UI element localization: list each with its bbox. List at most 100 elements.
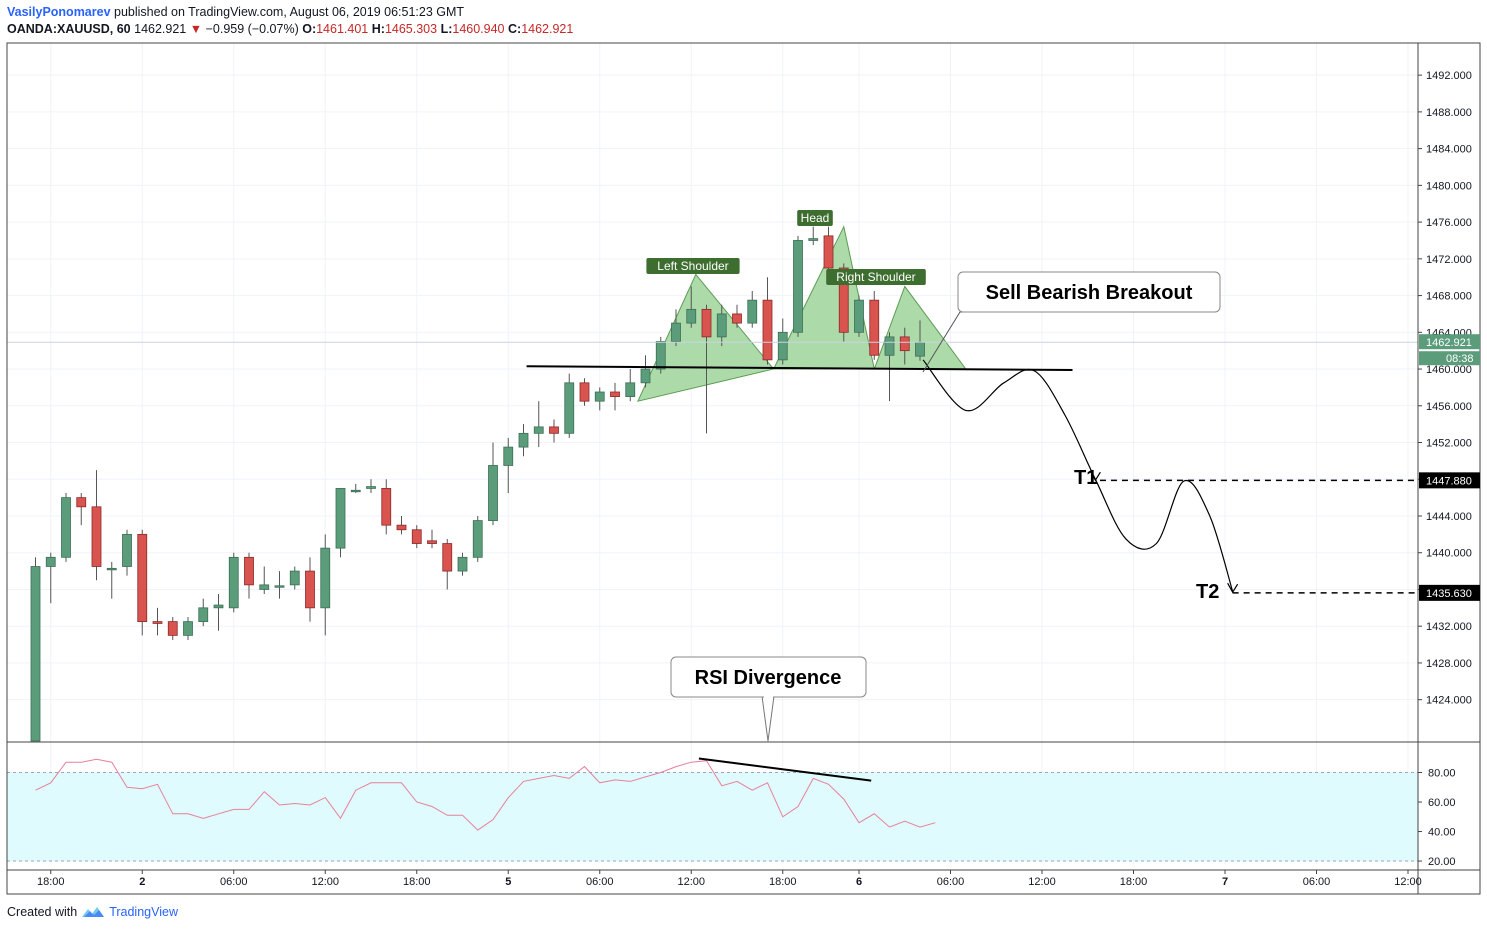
time-tick-label: 12:00 xyxy=(677,876,705,888)
candle-body xyxy=(30,566,41,742)
candle-body xyxy=(899,336,910,352)
candle-body xyxy=(488,465,498,521)
rsi-levels xyxy=(7,772,1418,862)
price-tick-label: 1424.000 xyxy=(1426,695,1472,707)
rsi-tick-label: 20.00 xyxy=(1428,856,1456,868)
candle-body xyxy=(198,607,209,623)
candle-body xyxy=(716,313,727,338)
candle-body xyxy=(625,382,636,397)
outer-border xyxy=(6,42,1481,895)
down-arrow-icon: ▼ xyxy=(189,22,203,36)
candle-body xyxy=(137,533,148,623)
candle-body xyxy=(335,488,346,549)
candle-body xyxy=(915,342,925,357)
rsi-band xyxy=(7,772,1418,862)
candle-body xyxy=(76,497,87,508)
candle-body xyxy=(320,547,331,609)
candle-body xyxy=(427,540,437,544)
candle-body xyxy=(747,299,758,324)
last-price-label: 1462.921 xyxy=(1426,337,1472,349)
time-tick-label: 18:00 xyxy=(37,876,65,888)
candle-body xyxy=(91,506,102,567)
tradingview-brand[interactable]: TradingView xyxy=(109,905,178,919)
candle-body xyxy=(228,556,239,609)
time-tick-label: 5 xyxy=(505,876,511,888)
close-value: 1462.921 xyxy=(521,22,574,36)
candle-body xyxy=(671,322,681,342)
candle-body xyxy=(152,621,163,624)
low-label: L: xyxy=(440,22,453,36)
price-tick-label: 1492.000 xyxy=(1426,70,1472,82)
price-tick-label: 1440.000 xyxy=(1426,548,1472,560)
candle-body xyxy=(793,240,803,333)
grid xyxy=(7,43,1418,864)
open-value: 1461.401 xyxy=(316,22,369,36)
rsi-callout-joint xyxy=(764,694,773,698)
price-tick-label: 1452.000 xyxy=(1426,438,1472,450)
price-tick-label: 1476.000 xyxy=(1426,217,1472,229)
candle-body xyxy=(884,336,895,356)
price-chart[interactable]: 1424.0001428.0001432.0001436.0001440.000… xyxy=(0,0,1487,900)
time-tick-label: 2 xyxy=(139,876,145,888)
candle-body xyxy=(289,570,300,586)
candle-body xyxy=(533,426,544,434)
rsi-callout-pointer xyxy=(761,695,775,742)
price-tick-label: 1468.000 xyxy=(1426,291,1472,303)
time-tick-label: 06:00 xyxy=(1303,876,1331,888)
time-tick-label: 6 xyxy=(856,876,862,888)
candle-body xyxy=(472,520,483,558)
rsi-tick-label: 40.00 xyxy=(1428,827,1456,839)
candle-body xyxy=(823,235,834,269)
time-tick-label: 12:00 xyxy=(1028,876,1056,888)
created-with-text: Created with xyxy=(7,905,78,919)
close-label: C: xyxy=(508,22,522,36)
author-link[interactable]: VasilyPonomarev xyxy=(7,5,111,19)
rsi-tick-label: 60.00 xyxy=(1428,797,1456,809)
target-badge xyxy=(1419,584,1480,601)
time-tick-label: 18:00 xyxy=(1120,876,1148,888)
rsi-tick-label: 80.00 xyxy=(1428,768,1456,780)
rsi-pane xyxy=(35,757,936,831)
rsi-divergence-line xyxy=(698,757,872,782)
symbol-name[interactable]: OANDA:XAUUSD, 60 xyxy=(7,22,131,36)
arrow-t1 xyxy=(1089,470,1101,482)
high-value: 1465.303 xyxy=(384,22,438,36)
candle-body xyxy=(213,604,224,609)
target-price-label: 1447.880 xyxy=(1426,475,1472,487)
time-tick-label: 18:00 xyxy=(769,876,797,888)
candle-body xyxy=(610,391,620,397)
t1-label: T1 xyxy=(1074,467,1097,489)
price-tick-label: 1428.000 xyxy=(1426,658,1472,670)
time-tick-label: 12:00 xyxy=(311,876,339,888)
candle-body xyxy=(396,524,407,531)
candle-body xyxy=(640,368,651,384)
target-badge xyxy=(1419,472,1480,489)
time-axis[interactable]: 18:00 2 06:00 12:00 18:00 5 06:00 12:00 18:00 6 06… xyxy=(37,870,1422,888)
candle-body xyxy=(655,341,666,370)
candle-body xyxy=(838,267,849,333)
candle-body xyxy=(167,621,178,636)
time-tick-label: 12:00 xyxy=(1394,876,1422,888)
head-label: Head xyxy=(801,211,830,225)
rsi-axis[interactable]: 20.00 40.00 60.00 80.00 xyxy=(1418,768,1456,869)
price-tick-label: 1480.000 xyxy=(1426,180,1472,192)
candle-body xyxy=(549,426,559,434)
countdown-badge xyxy=(1419,351,1480,366)
price-tick-label: 1472.000 xyxy=(1426,254,1472,266)
candle-body xyxy=(45,556,56,567)
footer: Created with TradingView xyxy=(7,905,178,919)
left-shoulder-label-bg xyxy=(646,258,740,274)
candle-body xyxy=(106,567,117,571)
left-shoulder-triangle xyxy=(637,273,775,402)
tradingview-logo-icon xyxy=(82,907,105,917)
candle-body xyxy=(183,621,193,636)
candle-body xyxy=(869,299,880,356)
countdown-label: 08:38 xyxy=(1446,353,1474,365)
price-axis[interactable]: 1424.0001428.0001432.0001436.0001440.000… xyxy=(1418,70,1480,707)
candle-body xyxy=(762,299,773,361)
last-price-badge xyxy=(1419,334,1480,350)
arrow-t2 xyxy=(1227,582,1239,594)
price-tick-label: 1488.000 xyxy=(1426,107,1472,119)
price-tick-label: 1444.000 xyxy=(1426,511,1472,523)
candle-body xyxy=(122,533,132,567)
